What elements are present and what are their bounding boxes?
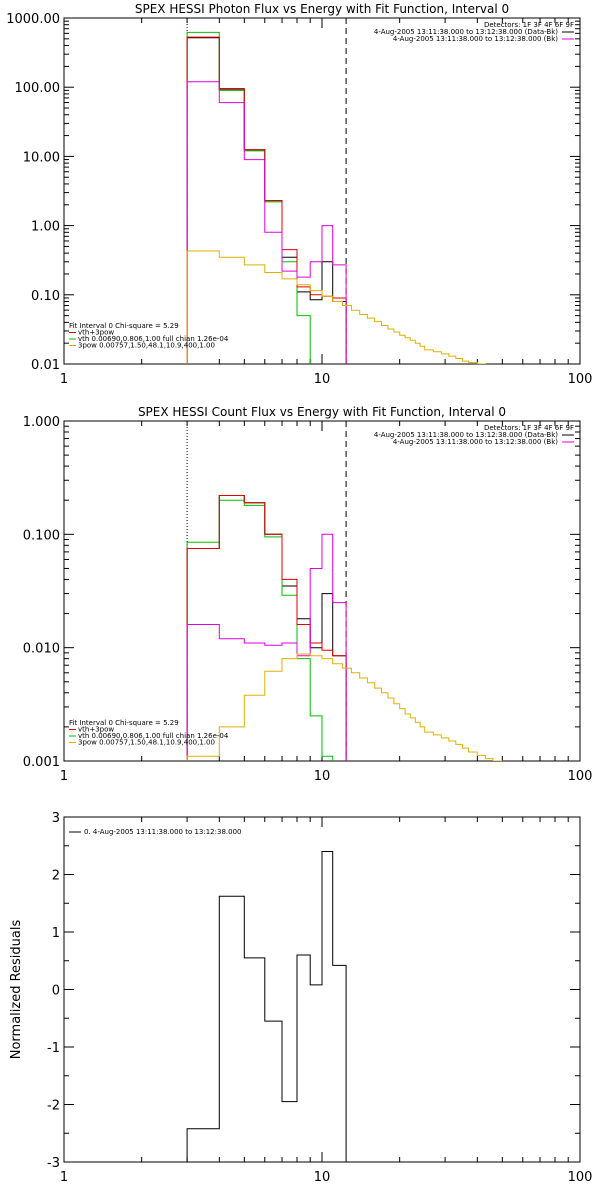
legend-left: Fit Interval 0 Chi-square = 5.29vth+3pow… bbox=[69, 322, 229, 350]
y-tick-label: 3 bbox=[52, 811, 60, 826]
series-group bbox=[186, 851, 347, 1162]
y-axis-label: Normalized Residuals bbox=[9, 920, 24, 1060]
legend-entry: 4-Aug-2005 13:11:38.000 to 13:12:38.000 … bbox=[374, 431, 558, 439]
legend-entry: 4-Aug-2005 13:11:38.000 to 13:12:38.000 … bbox=[393, 35, 558, 43]
x-tick-label: 100 bbox=[568, 372, 593, 387]
legend-entry: Fit Interval 0 Chi-square = 5.29 bbox=[69, 719, 179, 727]
series-line bbox=[186, 495, 347, 761]
series-line bbox=[186, 653, 503, 761]
legend-entry: vth 0.00690,0.806,1.00 full chian 1.26e-… bbox=[78, 732, 229, 740]
x-tick-label: 100 bbox=[568, 769, 593, 784]
legend-entry: 4-Aug-2005 13:11:38.000 to 13:12:38.000 … bbox=[374, 28, 558, 36]
y-tick-label: 0.01 bbox=[31, 358, 60, 373]
y-tick-label: -1 bbox=[47, 1041, 60, 1056]
series-line bbox=[186, 250, 486, 364]
y-tick-label: 1 bbox=[52, 926, 60, 941]
legend-entry: Detectors: 1F 3F 4F 6F 9F bbox=[484, 424, 574, 432]
legend-top-right: Detectors: 1F 3F 4F 6F 9F4-Aug-2005 13:1… bbox=[374, 424, 574, 446]
y-tick-label: 0 bbox=[52, 984, 60, 999]
y-tick-label: 100.00 bbox=[15, 81, 61, 96]
y-tick-label: 1.00 bbox=[31, 220, 60, 235]
legend-entry: 3pow 0.00757,1.50,48.1,10.9,400,1.00 bbox=[78, 342, 215, 350]
series-line bbox=[186, 81, 347, 364]
legend-top-right: Detectors: 1F 3F 4F 6F 9F4-Aug-2005 13:1… bbox=[374, 21, 574, 43]
y-tick-label: -2 bbox=[47, 1099, 60, 1114]
series-group bbox=[186, 495, 503, 761]
legend-entry: 0. 4-Aug-2005 13:11:38.000 to 13:12:38.0… bbox=[84, 828, 242, 836]
x-tick-label: 1 bbox=[60, 769, 68, 784]
x-tick-label: 10 bbox=[314, 1170, 331, 1185]
y-tick-label: 0.010 bbox=[23, 642, 60, 657]
x-tick-label: 10 bbox=[314, 372, 331, 387]
legend-entry: 4-Aug-2005 13:11:38.000 to 13:12:38.000 … bbox=[393, 438, 558, 446]
legend-left: 0. 4-Aug-2005 13:11:38.000 to 13:12:38.0… bbox=[69, 828, 242, 836]
y-tick-label: 2 bbox=[52, 869, 60, 884]
y-axis: 0.01 0.10 1.00 10.00 100.00 1000.00 bbox=[6, 12, 580, 373]
y-axis: -3 -2 -1 0 1 2 3 bbox=[47, 811, 580, 1171]
y-tick-label: 0.100 bbox=[23, 528, 60, 543]
chart-title: SPEX HESSI Count Flux vs Energy with Fit… bbox=[138, 405, 506, 419]
y-tick-label: 0.001 bbox=[23, 755, 60, 770]
series-line bbox=[186, 31, 311, 364]
photon-flux-panel: SPEX HESSI Photon Flux vs Energy with Fi… bbox=[6, 2, 592, 387]
legend-entry: Detectors: 1F 3F 4F 6F 9F bbox=[484, 21, 574, 29]
series-line bbox=[186, 499, 334, 761]
legend-entry: vth 0.00690,0.806,1.00 full chian 1.26e-… bbox=[78, 335, 229, 343]
legend-left: Fit Interval 0 Chi-square = 5.29vth+3pow… bbox=[69, 719, 229, 747]
plot-frame bbox=[63, 17, 581, 365]
x-axis: 1 10 100 bbox=[60, 817, 593, 1185]
chart-title: SPEX HESSI Photon Flux vs Energy with Fi… bbox=[135, 2, 509, 16]
y-tick-label: 0.10 bbox=[31, 289, 60, 304]
y-tick-label: 1000.00 bbox=[6, 12, 60, 27]
y-tick-label: -3 bbox=[47, 1156, 60, 1171]
y-tick-label: 1.000 bbox=[23, 415, 60, 430]
legend-entry: vth+3pow bbox=[78, 726, 114, 734]
series-group bbox=[186, 31, 486, 364]
series-line bbox=[186, 533, 347, 761]
x-tick-label: 1 bbox=[60, 372, 68, 387]
legend-entry: Fit Interval 0 Chi-square = 5.29 bbox=[69, 322, 179, 330]
y-tick-label: 10.00 bbox=[23, 150, 60, 165]
legend-entry: 3pow 0.00757,1.50,48.1,10.9,400,1.00 bbox=[78, 739, 215, 747]
series-line bbox=[186, 37, 347, 364]
series-line bbox=[186, 851, 347, 1162]
x-tick-label: 100 bbox=[568, 1170, 593, 1185]
residuals-panel: 1 10 100 -3 -2 -1 0 1 2 3 Normalized Residuals 0. 4… bbox=[9, 811, 592, 1185]
y-axis: 0.001 0.010 0.100 1.000 bbox=[23, 415, 580, 770]
x-tick-label: 1 bbox=[60, 1170, 68, 1185]
plot-frame bbox=[63, 420, 581, 762]
legend-entry: vth+3pow bbox=[78, 329, 114, 337]
x-axis: 1 10 100 bbox=[60, 18, 593, 387]
count-flux-panel: SPEX HESSI Count Flux vs Energy with Fit… bbox=[23, 405, 593, 784]
x-tick-label: 10 bbox=[314, 769, 331, 784]
x-axis: 1 10 100 bbox=[60, 421, 593, 784]
